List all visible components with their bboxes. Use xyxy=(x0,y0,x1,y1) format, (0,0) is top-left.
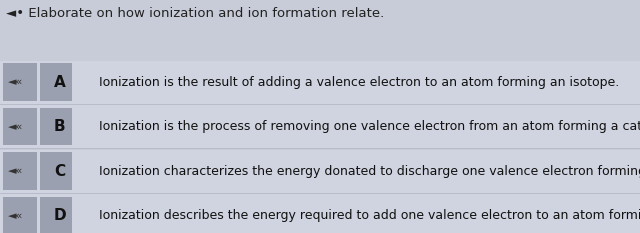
Text: Ionization is the process of removing one valence electron from an atom forming : Ionization is the process of removing on… xyxy=(99,120,640,133)
Text: C: C xyxy=(54,164,65,179)
Text: B: B xyxy=(54,119,65,134)
Text: ◄«: ◄« xyxy=(8,77,24,87)
Text: ◄• Elaborate on how ionization and ion formation relate.: ◄• Elaborate on how ionization and ion f… xyxy=(6,7,385,20)
Text: D: D xyxy=(53,208,66,223)
Text: A: A xyxy=(54,75,65,90)
FancyBboxPatch shape xyxy=(40,152,72,190)
FancyBboxPatch shape xyxy=(0,194,640,233)
Text: ◄«: ◄« xyxy=(8,122,24,132)
FancyBboxPatch shape xyxy=(0,150,640,193)
FancyBboxPatch shape xyxy=(0,105,640,148)
Text: Ionization describes the energy required to add one valence electron to an atom : Ionization describes the energy required… xyxy=(99,209,640,222)
FancyBboxPatch shape xyxy=(0,61,640,104)
Text: ◄«: ◄« xyxy=(8,166,24,176)
FancyBboxPatch shape xyxy=(40,108,72,145)
FancyBboxPatch shape xyxy=(40,63,72,101)
Text: Ionization is the result of adding a valence electron to an atom forming an isot: Ionization is the result of adding a val… xyxy=(99,76,620,89)
FancyBboxPatch shape xyxy=(40,197,72,233)
FancyBboxPatch shape xyxy=(3,108,37,145)
Text: Ionization characterizes the energy donated to discharge one valence electron fo: Ionization characterizes the energy dona… xyxy=(99,165,640,178)
FancyBboxPatch shape xyxy=(3,63,37,101)
FancyBboxPatch shape xyxy=(3,152,37,190)
FancyBboxPatch shape xyxy=(3,197,37,233)
Text: ◄«: ◄« xyxy=(8,211,24,221)
